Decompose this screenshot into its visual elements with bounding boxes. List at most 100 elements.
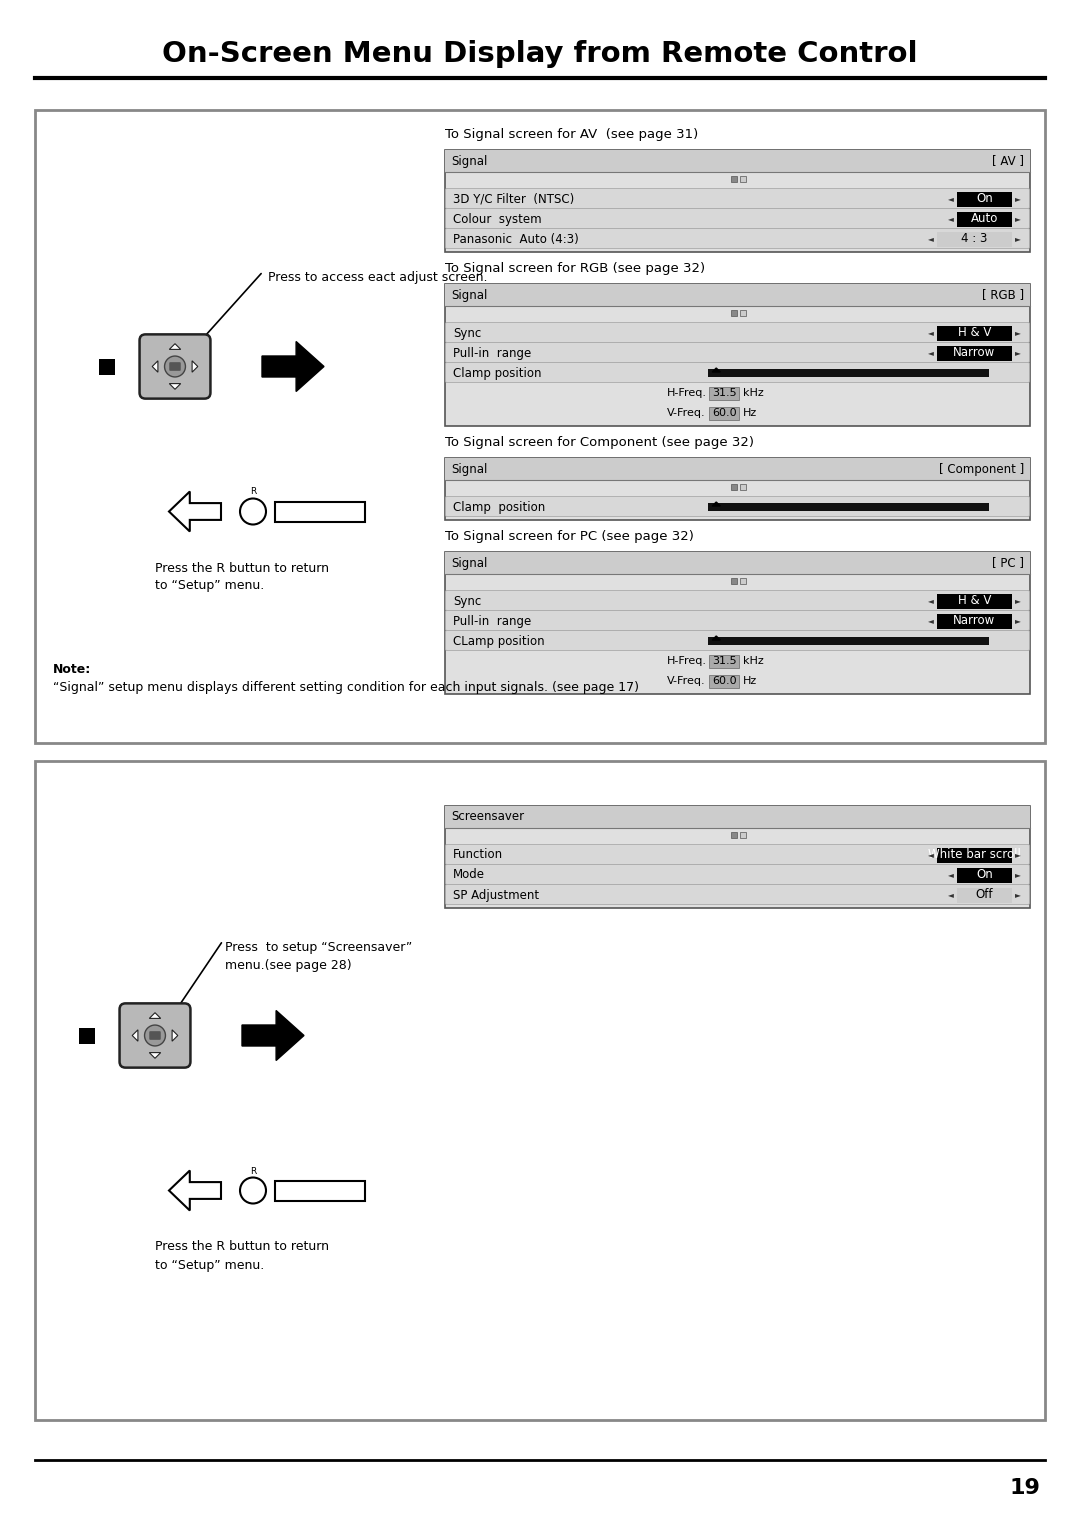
FancyBboxPatch shape [139, 335, 211, 399]
Bar [710, 674, 740, 688]
Bar [445, 805, 1030, 908]
Polygon shape [172, 1030, 178, 1041]
Bar [937, 614, 1012, 628]
Text: kHz: kHz [743, 388, 764, 397]
Text: Note:: Note: [53, 663, 91, 675]
Text: ◄: ◄ [928, 234, 934, 243]
Text: 19: 19 [1009, 1478, 1040, 1497]
Bar [957, 211, 1012, 226]
Text: Clamp  position: Clamp position [453, 501, 545, 513]
Text: Narrow: Narrow [954, 347, 996, 359]
Text: 31.5: 31.5 [712, 388, 737, 397]
Bar [937, 848, 1012, 862]
Bar [730, 176, 737, 182]
Bar [710, 387, 740, 399]
Text: Press to access eact adjust screen.: Press to access eact adjust screen. [268, 272, 487, 284]
FancyBboxPatch shape [446, 188, 1029, 208]
Text: ◄: ◄ [948, 194, 954, 203]
Text: ◄: ◄ [928, 329, 934, 338]
Bar [730, 578, 737, 584]
Bar [445, 284, 1030, 306]
Circle shape [240, 498, 266, 524]
Text: H-Freq.: H-Freq. [667, 656, 707, 666]
Text: Hz: Hz [743, 408, 757, 419]
Bar [710, 406, 740, 420]
Text: ►: ► [1015, 234, 1021, 243]
Text: On-Screen Menu Display from Remote Control: On-Screen Menu Display from Remote Contr… [162, 40, 918, 69]
Text: [ RGB ]: [ RGB ] [982, 289, 1024, 301]
Text: Signal: Signal [451, 463, 487, 475]
Bar [275, 501, 365, 521]
Bar [740, 176, 745, 182]
Text: On: On [976, 868, 993, 882]
Text: H & V: H & V [958, 327, 991, 339]
Text: SP Adjustment: SP Adjustment [453, 888, 539, 902]
Text: ►: ► [1015, 348, 1021, 358]
Bar [937, 325, 1012, 341]
Text: [ PC ]: [ PC ] [993, 556, 1024, 570]
Text: ►: ► [1015, 194, 1021, 203]
Text: ►: ► [1015, 596, 1021, 605]
Text: Press the R buttun to return
to “Setup” menu.: Press the R buttun to return to “Setup” … [156, 1241, 329, 1271]
Bar [937, 345, 1012, 361]
FancyBboxPatch shape [446, 611, 1029, 631]
Bar [35, 761, 1045, 1420]
Text: H & V: H & V [958, 594, 991, 608]
Polygon shape [152, 361, 158, 373]
FancyBboxPatch shape [170, 362, 180, 371]
Text: ►: ► [1015, 851, 1021, 859]
Bar [445, 150, 1030, 252]
Bar [445, 552, 1030, 694]
FancyBboxPatch shape [446, 865, 1029, 885]
Bar [730, 484, 737, 490]
Polygon shape [168, 492, 221, 532]
Polygon shape [242, 1010, 303, 1060]
Bar [937, 593, 1012, 608]
Bar [710, 654, 740, 668]
Text: Hz: Hz [743, 675, 757, 686]
Circle shape [145, 1025, 165, 1047]
Polygon shape [132, 1030, 138, 1041]
Text: ◄: ◄ [948, 214, 954, 223]
Text: Signal: Signal [451, 556, 487, 570]
FancyBboxPatch shape [149, 1031, 161, 1041]
Bar [99, 359, 114, 374]
Text: ◄: ◄ [928, 596, 934, 605]
Bar [740, 484, 745, 490]
Text: Sync: Sync [453, 327, 482, 339]
FancyBboxPatch shape [446, 322, 1029, 342]
Text: White bar scroll: White bar scroll [928, 848, 1021, 862]
Polygon shape [149, 1053, 161, 1059]
Bar [79, 1027, 95, 1044]
Text: Screensaver: Screensaver [451, 810, 524, 824]
FancyBboxPatch shape [446, 845, 1029, 865]
Text: Signal: Signal [451, 289, 487, 301]
Circle shape [164, 356, 186, 377]
Text: 4 : 3: 4 : 3 [961, 232, 988, 246]
Text: Narrow: Narrow [954, 614, 996, 628]
Text: ◄: ◄ [948, 891, 954, 900]
Text: 60.0: 60.0 [712, 408, 737, 419]
Bar [740, 310, 745, 316]
FancyBboxPatch shape [446, 342, 1029, 362]
Bar [740, 833, 745, 837]
Text: ►: ► [1015, 329, 1021, 338]
FancyBboxPatch shape [446, 885, 1029, 905]
Polygon shape [168, 1170, 221, 1210]
Bar [937, 232, 1012, 246]
Bar [445, 805, 1030, 828]
Polygon shape [192, 361, 198, 373]
Polygon shape [712, 368, 720, 371]
Polygon shape [712, 636, 720, 640]
Polygon shape [262, 341, 324, 391]
FancyBboxPatch shape [446, 590, 1029, 611]
Bar [35, 110, 1045, 743]
Bar [445, 458, 1030, 520]
Text: Signal: Signal [451, 154, 487, 168]
Text: Mode: Mode [453, 868, 485, 882]
Text: ►: ► [1015, 214, 1021, 223]
Text: Colour  system: Colour system [453, 212, 542, 226]
Bar [957, 868, 1012, 883]
Bar [708, 503, 989, 510]
Text: Pull-in  range: Pull-in range [453, 347, 531, 359]
